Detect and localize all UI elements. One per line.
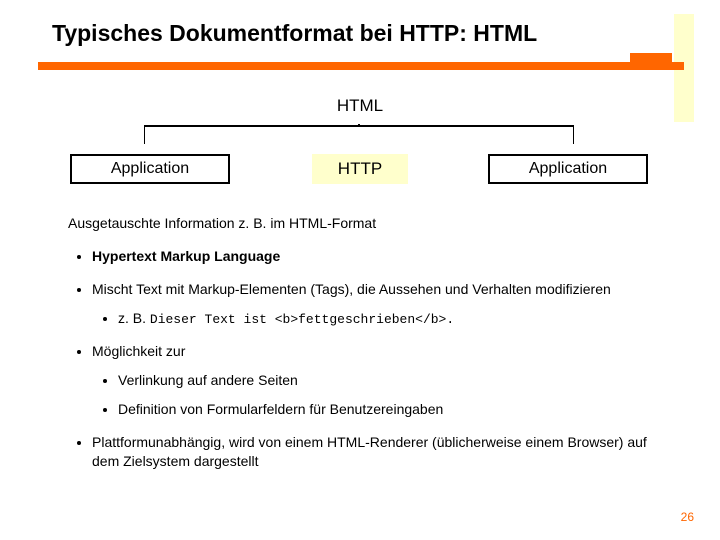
title-underline bbox=[38, 62, 684, 70]
bullet-possibility-text: Möglichkeit zur bbox=[92, 343, 185, 359]
slide-title: Typisches Dokumentformat bei HTTP: HTML bbox=[52, 20, 537, 47]
diagram-box-http: HTTP bbox=[312, 154, 408, 184]
bullet-example-prefix: z. B. bbox=[118, 310, 150, 326]
bullet-mix-sub: z. B. Dieser Text ist <b>fettgeschrieben… bbox=[92, 309, 658, 329]
intro-line: Ausgetauschte Information z. B. im HTML-… bbox=[68, 214, 658, 233]
diagram-top-label: HTML bbox=[337, 96, 383, 116]
bullet-hml-text: Hypertext Markup Language bbox=[92, 248, 280, 264]
bullet-possibility-sub: Verlinkung auf andere Seiten Definition … bbox=[92, 371, 658, 419]
bullet-hml: Hypertext Markup Language bbox=[92, 247, 658, 266]
page-number: 26 bbox=[681, 510, 694, 524]
diagram-box-application-right: Application bbox=[488, 154, 648, 184]
diagram: HTML Application HTTP Application bbox=[80, 96, 640, 206]
bullet-formfields: Definition von Formularfeldern für Benut… bbox=[118, 400, 658, 419]
bullet-linking: Verlinkung auf andere Seiten bbox=[118, 371, 658, 390]
bullet-mix-text: Mischt Text mit Markup-Elementen (Tags),… bbox=[92, 281, 611, 297]
bullet-example: z. B. Dieser Text ist <b>fettgeschrieben… bbox=[118, 309, 658, 329]
bullet-list: Hypertext Markup Language Mischt Text mi… bbox=[68, 247, 658, 471]
slide: Typisches Dokumentformat bei HTTP: HTML … bbox=[0, 0, 720, 540]
bullet-mix: Mischt Text mit Markup-Elementen (Tags),… bbox=[92, 280, 658, 328]
body-text: Ausgetauschte Information z. B. im HTML-… bbox=[68, 214, 658, 485]
bullet-possibility: Möglichkeit zur Verlinkung auf andere Se… bbox=[92, 342, 658, 419]
bullet-example-code: Dieser Text ist <b>fettgeschrieben</b>. bbox=[150, 312, 454, 327]
bullet-platform: Plattformunabhängig, wird von einem HTML… bbox=[92, 433, 658, 471]
diagram-box-application-left: Application bbox=[70, 154, 230, 184]
diagram-bracket bbox=[144, 124, 574, 144]
